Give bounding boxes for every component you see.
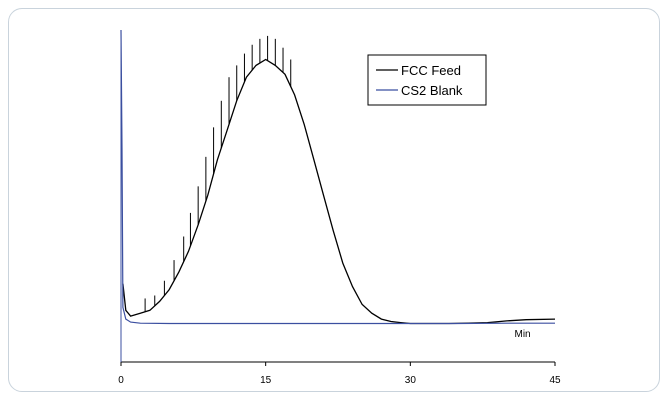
series-line-cs2-blank [120,29,555,325]
x-tick-label: 0 [118,375,124,386]
legend: FCC Feed CS2 Blank [367,54,487,106]
series-layer [120,29,556,325]
chart-frame [8,8,660,392]
x-ticks: 0 15 30 45 [118,362,561,386]
x-tick-label: 30 [405,375,417,386]
axis-layer [120,30,555,363]
x-tick-label: 45 [549,375,561,386]
x-axis-label: Min [514,329,530,340]
legend-label-cs2-blank: CS2 Blank [401,83,463,98]
legend-box [367,54,487,106]
legend-label-fcc-feed: FCC Feed [401,63,461,78]
series-line-fcc-feed [122,58,556,325]
x-tick-label: 15 [260,375,272,386]
